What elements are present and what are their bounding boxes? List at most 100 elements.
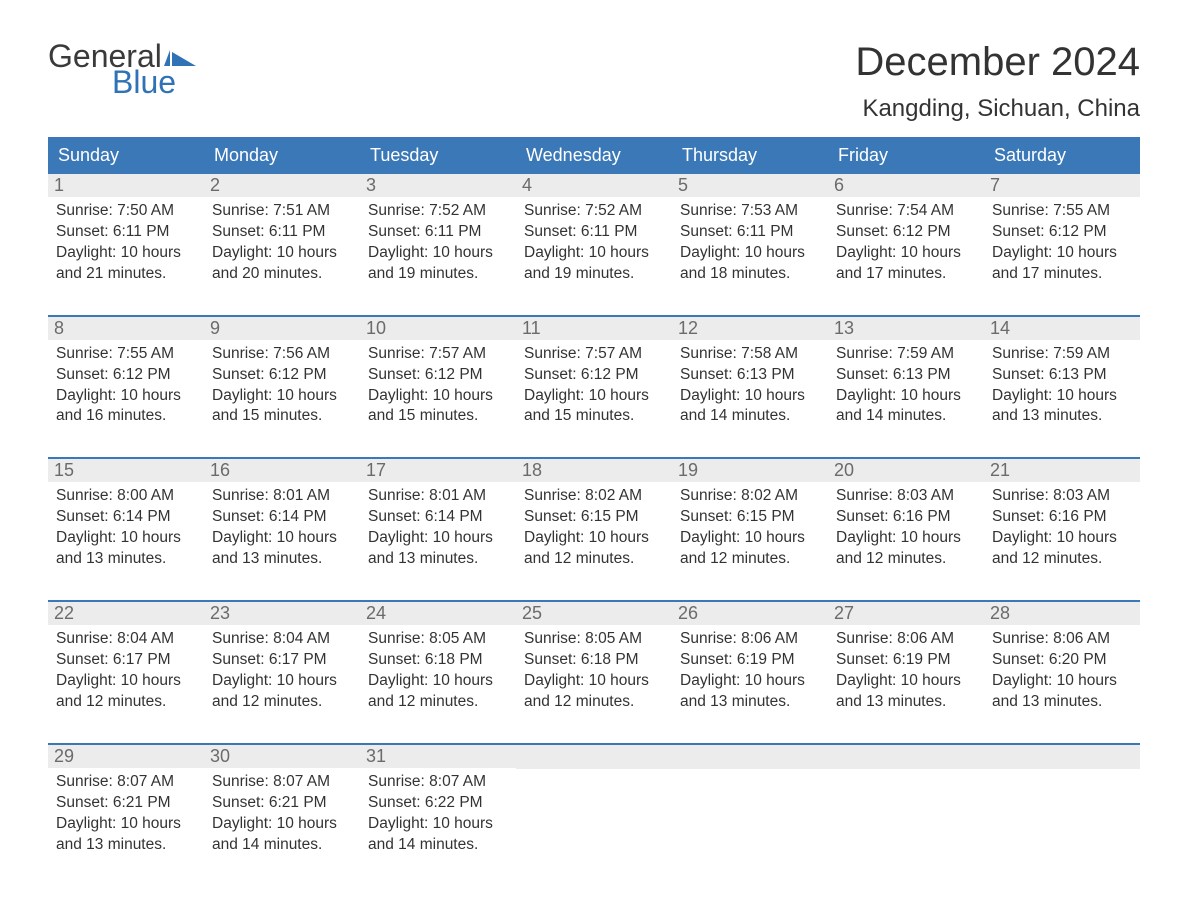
day-data: Sunrise: 8:04 AMSunset: 6:17 PMDaylight:… [204,625,360,723]
day-number: 2 [204,174,360,197]
calendar-cell: 26Sunrise: 8:06 AMSunset: 6:19 PMDayligh… [672,602,828,723]
calendar-cell: 2Sunrise: 7:51 AMSunset: 6:11 PMDaylight… [204,174,360,295]
calendar-cell: 12Sunrise: 7:58 AMSunset: 6:13 PMDayligh… [672,317,828,438]
calendar-cell: 27Sunrise: 8:06 AMSunset: 6:19 PMDayligh… [828,602,984,723]
day-number [828,745,984,769]
calendar-week: 1Sunrise: 7:50 AMSunset: 6:11 PMDaylight… [48,174,1140,295]
flag-icon [164,46,196,66]
day-number: 26 [672,602,828,625]
calendar-cell: 21Sunrise: 8:03 AMSunset: 6:16 PMDayligh… [984,459,1140,580]
day-data: Sunrise: 8:07 AMSunset: 6:21 PMDaylight:… [48,768,204,866]
day-data: Sunrise: 7:51 AMSunset: 6:11 PMDaylight:… [204,197,360,295]
day-number: 3 [360,174,516,197]
day-number: 30 [204,745,360,768]
day-number: 8 [48,317,204,340]
day-data: Sunrise: 8:06 AMSunset: 6:20 PMDaylight:… [984,625,1140,723]
logo: General Blue [48,40,196,98]
day-data: Sunrise: 8:01 AMSunset: 6:14 PMDaylight:… [360,482,516,580]
day-data: Sunrise: 7:55 AMSunset: 6:12 PMDaylight:… [48,340,204,438]
day-data: Sunrise: 8:00 AMSunset: 6:14 PMDaylight:… [48,482,204,580]
day-data: Sunrise: 7:57 AMSunset: 6:12 PMDaylight:… [516,340,672,438]
day-number [984,745,1140,769]
day-number: 13 [828,317,984,340]
day-data: Sunrise: 7:59 AMSunset: 6:13 PMDaylight:… [984,340,1140,438]
calendar-cell [516,745,672,866]
day-data: Sunrise: 7:52 AMSunset: 6:11 PMDaylight:… [516,197,672,295]
day-header-tue: Tuesday [360,137,516,174]
day-number: 21 [984,459,1140,482]
calendar-cell: 22Sunrise: 8:04 AMSunset: 6:17 PMDayligh… [48,602,204,723]
calendar-week: 22Sunrise: 8:04 AMSunset: 6:17 PMDayligh… [48,600,1140,723]
day-data: Sunrise: 8:02 AMSunset: 6:15 PMDaylight:… [672,482,828,580]
calendar-cell: 9Sunrise: 7:56 AMSunset: 6:12 PMDaylight… [204,317,360,438]
day-number: 16 [204,459,360,482]
day-number: 27 [828,602,984,625]
calendar-cell: 14Sunrise: 7:59 AMSunset: 6:13 PMDayligh… [984,317,1140,438]
day-data: Sunrise: 8:05 AMSunset: 6:18 PMDaylight:… [516,625,672,723]
calendar-cell [672,745,828,866]
day-number: 11 [516,317,672,340]
title-block: December 2024 Kangding, Sichuan, China [855,40,1140,123]
calendar-cell: 17Sunrise: 8:01 AMSunset: 6:14 PMDayligh… [360,459,516,580]
day-number: 18 [516,459,672,482]
day-data: Sunrise: 7:58 AMSunset: 6:13 PMDaylight:… [672,340,828,438]
day-data: Sunrise: 8:04 AMSunset: 6:17 PMDaylight:… [48,625,204,723]
calendar-cell [984,745,1140,866]
day-data: Sunrise: 8:06 AMSunset: 6:19 PMDaylight:… [672,625,828,723]
calendar-cell: 3Sunrise: 7:52 AMSunset: 6:11 PMDaylight… [360,174,516,295]
calendar-cell: 1Sunrise: 7:50 AMSunset: 6:11 PMDaylight… [48,174,204,295]
calendar-cell: 8Sunrise: 7:55 AMSunset: 6:12 PMDaylight… [48,317,204,438]
day-number: 31 [360,745,516,768]
calendar-cell: 23Sunrise: 8:04 AMSunset: 6:17 PMDayligh… [204,602,360,723]
day-number: 12 [672,317,828,340]
day-header-wed: Wednesday [516,137,672,174]
day-data: Sunrise: 7:56 AMSunset: 6:12 PMDaylight:… [204,340,360,438]
day-number: 20 [828,459,984,482]
day-number: 29 [48,745,204,768]
day-data: Sunrise: 7:55 AMSunset: 6:12 PMDaylight:… [984,197,1140,295]
day-number: 9 [204,317,360,340]
day-number [672,745,828,769]
calendar-week: 15Sunrise: 8:00 AMSunset: 6:14 PMDayligh… [48,457,1140,580]
calendar-cell [828,745,984,866]
header-row: General Blue December 2024 Kangding, Sic… [48,40,1140,123]
page-title: December 2024 [855,40,1140,85]
calendar-header-row: Sunday Monday Tuesday Wednesday Thursday… [48,137,1140,174]
day-data: Sunrise: 8:06 AMSunset: 6:19 PMDaylight:… [828,625,984,723]
day-data: Sunrise: 8:07 AMSunset: 6:22 PMDaylight:… [360,768,516,866]
day-number: 5 [672,174,828,197]
day-header-thu: Thursday [672,137,828,174]
day-data: Sunrise: 7:54 AMSunset: 6:12 PMDaylight:… [828,197,984,295]
day-number [516,745,672,769]
calendar-cell: 30Sunrise: 8:07 AMSunset: 6:21 PMDayligh… [204,745,360,866]
day-number: 1 [48,174,204,197]
day-data: Sunrise: 7:53 AMSunset: 6:11 PMDaylight:… [672,197,828,295]
calendar-cell: 19Sunrise: 8:02 AMSunset: 6:15 PMDayligh… [672,459,828,580]
day-number: 28 [984,602,1140,625]
day-number: 17 [360,459,516,482]
location-subtitle: Kangding, Sichuan, China [855,95,1140,123]
day-number: 14 [984,317,1140,340]
calendar-cell: 31Sunrise: 8:07 AMSunset: 6:22 PMDayligh… [360,745,516,866]
day-data: Sunrise: 8:05 AMSunset: 6:18 PMDaylight:… [360,625,516,723]
calendar-cell: 25Sunrise: 8:05 AMSunset: 6:18 PMDayligh… [516,602,672,723]
day-number: 24 [360,602,516,625]
day-data: Sunrise: 7:57 AMSunset: 6:12 PMDaylight:… [360,340,516,438]
calendar-cell: 24Sunrise: 8:05 AMSunset: 6:18 PMDayligh… [360,602,516,723]
day-data: Sunrise: 8:02 AMSunset: 6:15 PMDaylight:… [516,482,672,580]
calendar-cell: 7Sunrise: 7:55 AMSunset: 6:12 PMDaylight… [984,174,1140,295]
day-data: Sunrise: 8:07 AMSunset: 6:21 PMDaylight:… [204,768,360,866]
calendar-cell: 16Sunrise: 8:01 AMSunset: 6:14 PMDayligh… [204,459,360,580]
calendar-cell: 11Sunrise: 7:57 AMSunset: 6:12 PMDayligh… [516,317,672,438]
day-number: 4 [516,174,672,197]
day-number: 7 [984,174,1140,197]
day-number: 25 [516,602,672,625]
calendar-cell: 4Sunrise: 7:52 AMSunset: 6:11 PMDaylight… [516,174,672,295]
logo-text-blue: Blue [112,66,196,98]
calendar-cell: 6Sunrise: 7:54 AMSunset: 6:12 PMDaylight… [828,174,984,295]
day-data: Sunrise: 7:50 AMSunset: 6:11 PMDaylight:… [48,197,204,295]
calendar-cell: 10Sunrise: 7:57 AMSunset: 6:12 PMDayligh… [360,317,516,438]
calendar: Sunday Monday Tuesday Wednesday Thursday… [48,137,1140,865]
day-number: 19 [672,459,828,482]
day-data: Sunrise: 7:59 AMSunset: 6:13 PMDaylight:… [828,340,984,438]
